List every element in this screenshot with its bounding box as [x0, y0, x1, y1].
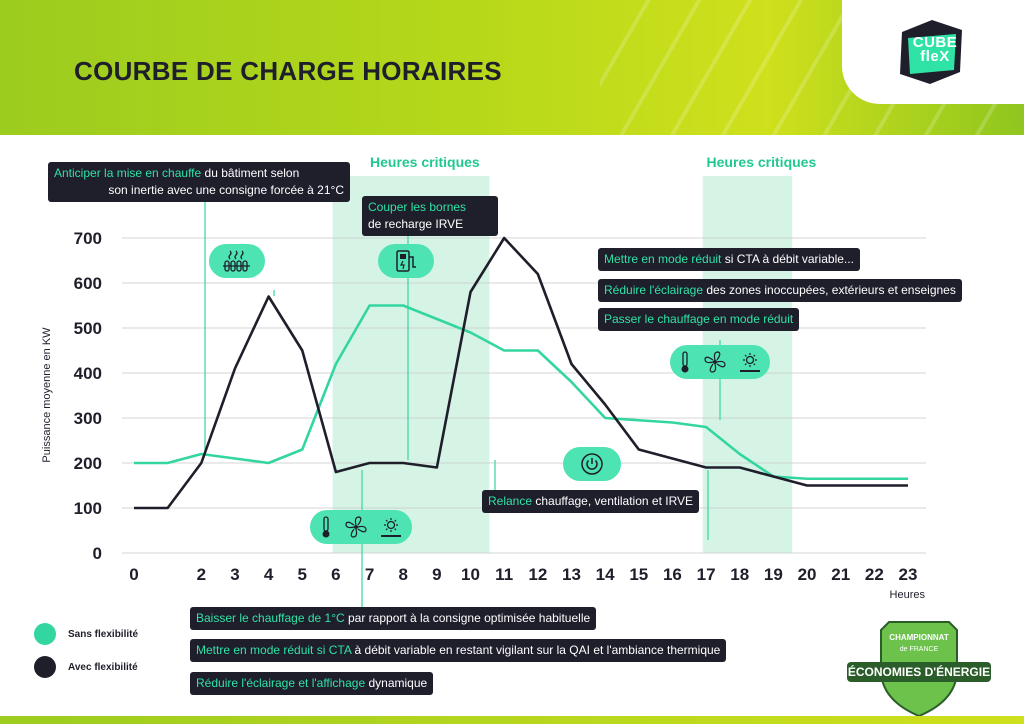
x-tick-label-11: 12	[528, 565, 547, 584]
legend-avec-flexibilite: Avec flexibilité	[34, 656, 138, 678]
y-tick-label-2: 200	[74, 454, 102, 473]
x-tick-label-0: 0	[129, 565, 138, 584]
callout-eclairage-matin-hl: Réduire l'éclairage et l'affichage	[196, 676, 366, 690]
x-tick-label-21: 22	[865, 565, 884, 584]
footer-bar	[0, 716, 1024, 724]
callout-eclairage-soir-rest: des zones inoccupées, extérieurs et ense…	[703, 283, 956, 297]
x-tick-label-9: 10	[461, 565, 480, 584]
callout-cta-variable-rest: si CTA à débit variable...	[721, 252, 854, 266]
callout-eclairage-matin: Réduire l'éclairage et l'affichage dynam…	[190, 672, 434, 695]
logo-text: CUBE fleX	[905, 34, 965, 65]
callout-anticiper-line2: son inertie avec une consigne forcée à 2…	[108, 183, 344, 197]
y-tick-label-6: 600	[74, 274, 102, 293]
x-tick-label-18: 19	[764, 565, 783, 584]
callout-cta-variable-hl: Mettre en mode réduit	[604, 252, 722, 266]
callout-couper-line2: de recharge IRVE	[368, 217, 464, 231]
ev-charger-pill	[378, 244, 434, 278]
x-tick-label-4: 5	[298, 565, 307, 584]
critical-band-label-0: Heures critiques	[370, 154, 480, 170]
thermometer-icon	[681, 351, 689, 373]
callout-relance: Relance chauffage, ventilation et IRVE	[482, 490, 700, 513]
x-tick-label-20: 21	[831, 565, 850, 584]
championship-badge: CHAMPIONNAT de FRANCE ÉCONOMIES D'ÉNERGI…	[847, 621, 991, 718]
x-tick-label-7: 8	[398, 565, 407, 584]
callout-couper-hl: Couper les bornes	[368, 200, 467, 214]
callout-cta-variable: Mettre en mode réduit si CTA à débit var…	[598, 248, 860, 271]
brightness-icon	[381, 518, 401, 537]
y-tick-label-1: 100	[74, 499, 102, 518]
morning-actions-pill	[310, 510, 412, 544]
callout-chauffage-reduit: Passer le chauffage en mode réduit	[598, 308, 800, 331]
callout-couper: Couper les bornes de recharge IRVE	[362, 196, 498, 236]
y-tick-label-5: 500	[74, 319, 102, 338]
legend-label-avec: Avec flexibilité	[68, 661, 138, 673]
x-tick-label-17: 18	[730, 565, 749, 584]
x-tick-label-5: 6	[331, 565, 340, 584]
power-icon	[581, 453, 603, 475]
callout-baisser-hl: Baisser le chauffage de 1°C	[196, 611, 345, 625]
legend-dot-sans	[34, 623, 56, 645]
cube-logo-icon	[900, 20, 962, 84]
legend-label-sans: Sans flexibilité	[68, 628, 139, 640]
x-tick-label-15: 16	[663, 565, 682, 584]
y-axis-label: Puissance moyenne en KW	[41, 327, 53, 463]
brightness-icon	[740, 353, 760, 372]
fan-icon	[345, 516, 367, 538]
legend-sans-flexibilite: Sans flexibilité	[34, 623, 138, 645]
radiator-icon	[223, 250, 250, 272]
x-tick-label-14: 15	[629, 565, 648, 584]
x-tick-label-6: 7	[365, 565, 374, 584]
page-title: COURBE DE CHARGE HORAIRES	[74, 56, 502, 86]
y-tick-label-3: 300	[74, 409, 102, 428]
y-tick-label-0: 0	[93, 544, 102, 563]
callout-eclairage-soir: Réduire l'éclairage des zones inoccupées…	[598, 279, 962, 302]
callout-anticiper-rest: du bâtiment selon	[201, 166, 300, 180]
critical-band-0	[332, 176, 490, 553]
x-tick-label-22: 23	[899, 565, 918, 584]
logo-line2: fleX	[920, 48, 950, 65]
callout-baisser: Baisser le chauffage de 1°C par rapport …	[190, 607, 597, 630]
critical-band-label-1: Heures critiques	[707, 154, 817, 170]
badge-line2: de FRANCE	[900, 646, 939, 653]
callout-anticiper: Anticiper la mise en chauffe du bâtiment…	[48, 162, 350, 202]
power-pill	[563, 447, 621, 481]
callout-chauffage-reduit-hl: Passer le chauffage en mode réduit	[604, 312, 794, 326]
y-tick-label-4: 400	[74, 364, 102, 383]
y-tick-label-7: 700	[74, 229, 102, 248]
logo-line1: CUBE	[912, 34, 958, 51]
callout-eclairage-matin-rest: dynamique	[365, 676, 428, 690]
x-tick-label-1: 2	[197, 565, 206, 584]
x-tick-label-2: 3	[230, 565, 239, 584]
ev-charger-icon	[396, 250, 416, 272]
evening-actions-pill	[670, 345, 770, 379]
callout-eclairage-soir-hl: Réduire l'éclairage	[604, 283, 704, 297]
legend-dot-avec	[34, 656, 56, 678]
callout-cta-matin-hl: Mettre en mode réduit si CTA	[196, 643, 352, 657]
heater-pill	[209, 244, 265, 278]
callout-cta-matin-rest: à débit variable en restant vigilant sur…	[351, 643, 721, 657]
x-tick-label-8: 9	[432, 565, 441, 584]
badge-line1: CHAMPIONNAT	[889, 633, 949, 642]
x-tick-label-3: 4	[264, 565, 274, 584]
x-tick-label-16: 17	[697, 565, 716, 584]
x-tick-label-19: 20	[798, 565, 817, 584]
callout-baisser-rest: par rapport à la consigne optimisée habi…	[344, 611, 591, 625]
thermometer-icon	[322, 516, 330, 538]
x-tick-label-13: 14	[596, 565, 615, 584]
callout-relance-hl: Relance	[488, 494, 533, 508]
series-line-avec-flexibilite	[134, 236, 908, 510]
x-tick-label-10: 11	[495, 565, 513, 584]
callout-relance-rest: chauffage, ventilation et IRVE	[532, 494, 694, 508]
x-axis-label: Heures	[890, 589, 926, 601]
fan-icon	[704, 351, 726, 373]
badge-line3: ÉCONOMIES D'ÉNERGIE	[848, 664, 990, 679]
callout-anticiper-hl: Anticiper la mise en chauffe	[54, 166, 202, 180]
x-tick-label-12: 13	[562, 565, 581, 584]
callout-cta-matin: Mettre en mode réduit si CTA à débit var…	[190, 639, 727, 662]
